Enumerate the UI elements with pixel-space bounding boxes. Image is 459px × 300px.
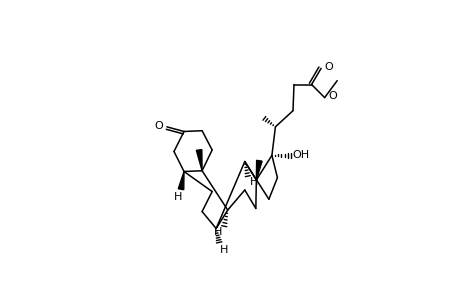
Text: O: O [324,62,333,72]
Text: O: O [154,122,162,131]
Text: H: H [250,177,258,187]
Text: H: H [213,227,221,237]
Polygon shape [196,150,202,171]
Text: O: O [327,92,336,101]
Text: OH: OH [292,150,309,160]
Text: H: H [174,191,182,202]
Polygon shape [256,160,262,180]
Text: H: H [220,245,228,255]
Polygon shape [178,172,184,190]
